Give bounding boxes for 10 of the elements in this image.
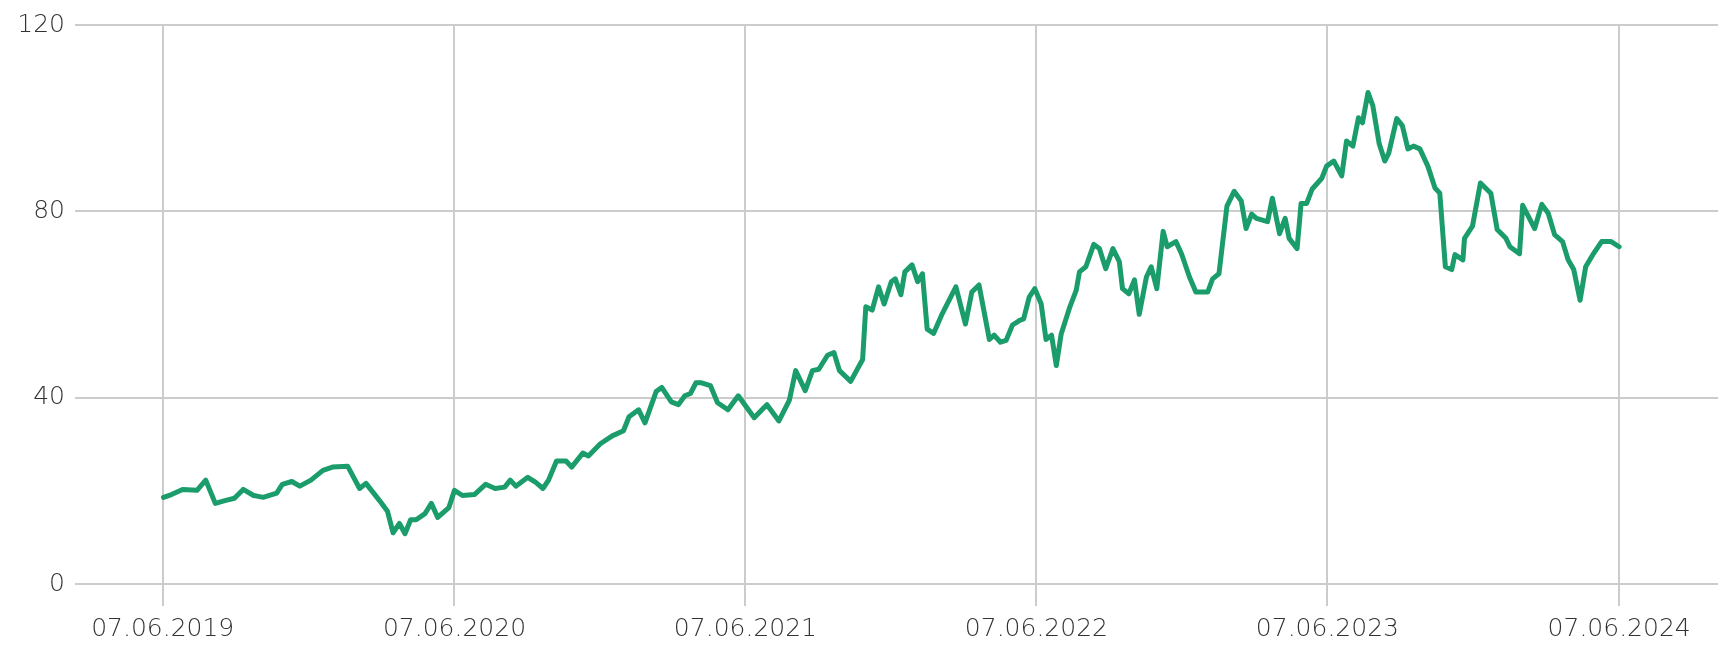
y-tick-label: 40 — [33, 381, 65, 411]
y-tick-label: 120 — [17, 8, 65, 38]
y-tick-label: 80 — [33, 194, 65, 224]
y-tick-label: 0 — [49, 567, 65, 597]
x-tick-label: 07.06.2019 — [91, 612, 235, 642]
x-tick-label: 07.06.2022 — [964, 612, 1108, 642]
x-tick-label: 07.06.2024 — [1547, 612, 1691, 642]
x-tick-label: 07.06.2021 — [673, 612, 817, 642]
x-tick-label: 07.06.2020 — [382, 612, 527, 642]
x-tick-label: 07.06.2023 — [1255, 612, 1399, 642]
